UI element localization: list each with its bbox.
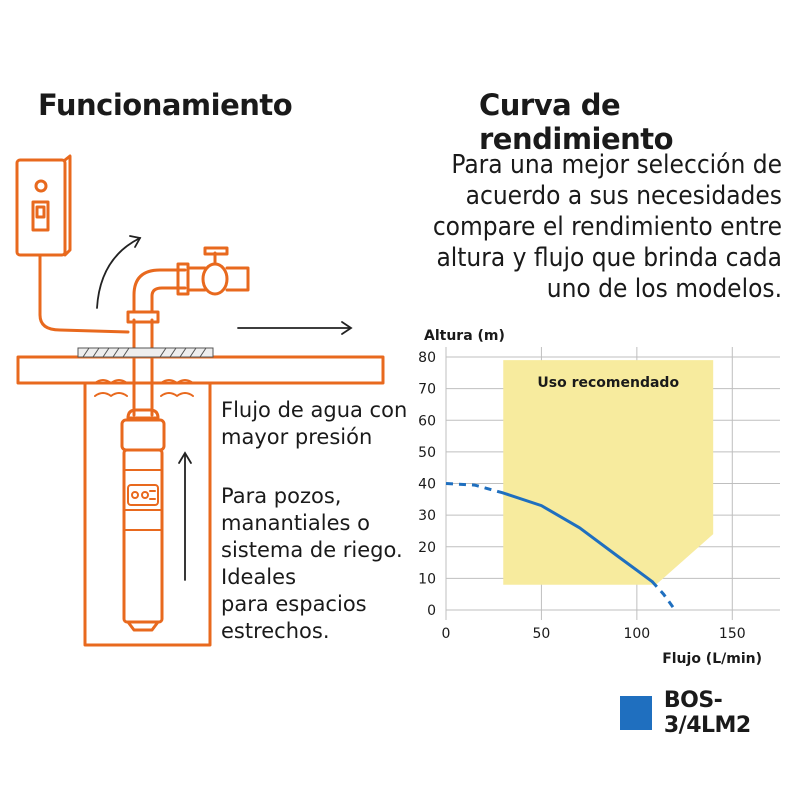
y-tick-label: 20 bbox=[418, 540, 436, 556]
axis-tick-labels: 0 10 20 30 40 50 60 70 80 0 50 100 150 bbox=[418, 350, 745, 642]
left-section-title: Funcionamiento bbox=[38, 88, 293, 122]
uses-line: estrechos. bbox=[221, 619, 330, 643]
recommended-use-region bbox=[503, 360, 714, 585]
chart-intro-text: Para una mejor selección de acuerdo a su… bbox=[422, 150, 782, 305]
uses-description: Para pozos, manantiales o sistema de rie… bbox=[221, 483, 403, 645]
y-tick-label: 10 bbox=[418, 571, 436, 587]
intro-line: acuerdo a sus necesidades bbox=[465, 181, 782, 211]
y-tick-label: 30 bbox=[418, 508, 436, 524]
ground-hatching bbox=[77, 347, 214, 358]
uses-line: para espacios bbox=[221, 592, 367, 616]
flow-line: mayor presión bbox=[221, 425, 373, 449]
intro-line: compare el rendimiento entre bbox=[432, 212, 782, 242]
intro-line: altura y flujo que brinda cada bbox=[436, 243, 782, 273]
y-tick-label: 60 bbox=[418, 413, 436, 429]
chart-section-title: Curva de rendimiento bbox=[479, 88, 674, 156]
y-tick-label: 80 bbox=[418, 350, 436, 366]
chart-legend: BOS-3/4LM2 bbox=[620, 688, 800, 738]
legend-swatch bbox=[620, 696, 652, 730]
valve-handle-icon bbox=[203, 246, 229, 256]
flow-line: Flujo de agua con bbox=[221, 398, 408, 422]
uses-line: manantiales o bbox=[221, 511, 370, 535]
y-tick-label: 40 bbox=[418, 477, 436, 493]
intro-line: Para una mejor selección de bbox=[451, 150, 782, 180]
performance-curve-extrapolated-left bbox=[445, 482, 504, 495]
x-tick-label: 0 bbox=[442, 626, 451, 642]
flow-description: Flujo de agua con mayor presión bbox=[221, 397, 407, 451]
x-axis-label: Flujo (L/min) bbox=[662, 651, 762, 667]
power-cable bbox=[38, 253, 130, 334]
performance-curve-extrapolated-right bbox=[651, 580, 677, 611]
y-tick-label: 70 bbox=[418, 382, 436, 398]
y-tick-label: 50 bbox=[418, 445, 436, 461]
recommended-use-label: Uso recomendado bbox=[537, 375, 679, 391]
uses-line: Para pozos, bbox=[221, 484, 342, 508]
uses-line: Ideales bbox=[221, 565, 297, 589]
y-axis-label: Altura (m) bbox=[424, 328, 505, 344]
legend-label: BOS-3/4LM2 bbox=[663, 688, 751, 738]
uses-line: sistema de riego. bbox=[221, 538, 403, 562]
x-tick-label: 150 bbox=[719, 626, 746, 642]
performance-curve bbox=[501, 491, 654, 584]
well-shaft bbox=[83, 381, 212, 647]
x-tick-label: 50 bbox=[533, 626, 551, 642]
control-indicator-icon bbox=[34, 179, 48, 193]
flow-up-arrow bbox=[96, 237, 141, 309]
y-tick-label: 0 bbox=[427, 603, 436, 619]
x-tick-label: 100 bbox=[623, 626, 650, 642]
intro-line: uno de los modelos. bbox=[546, 274, 782, 304]
control-switch-icon bbox=[31, 200, 50, 232]
